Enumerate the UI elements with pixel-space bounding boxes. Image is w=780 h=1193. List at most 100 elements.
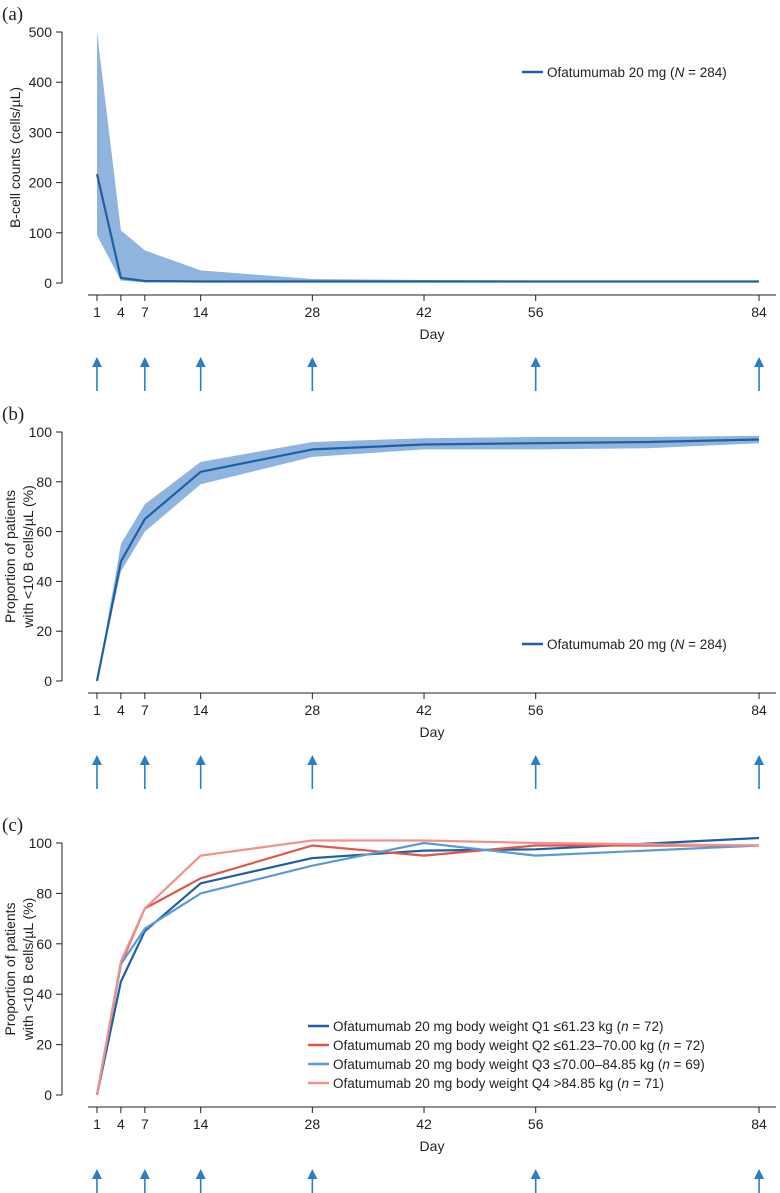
dose-arrow-icon [91, 755, 102, 789]
legend-label-suffix: = 72) [670, 1038, 705, 1053]
series-line-1 [95, 173, 759, 283]
panel-b: (b) 0 20 40 60 80 100 Proportion of patients wit… [2, 404, 776, 789]
y-axis-label: B-cell counts (cells/µL) [7, 87, 23, 228]
confidence-band [97, 32, 759, 283]
legend-label: Ofatumumab 20 mg body weight Q1 ≤61.23 k… [333, 1019, 663, 1034]
y-tick-label: 100 [29, 835, 53, 851]
y-tick-label: 60 [36, 936, 52, 952]
legend-label: Ofatumumab 20 mg body weight Q4 >84.85 k… [333, 1076, 664, 1091]
legend-label-italic: n [622, 1076, 630, 1091]
dose-arrow-head [754, 1169, 765, 1179]
y-tick-label: 60 [36, 524, 52, 540]
dose-arrow-icon [307, 357, 318, 391]
x-tick-label: 84 [751, 304, 767, 320]
legend-label-prefix: Ofatumumab 20 mg ( [547, 65, 675, 80]
x-tick-label: 1 [93, 304, 101, 320]
y-tick-label: 20 [36, 623, 52, 639]
panel-label: (c) [2, 815, 23, 836]
legend-label-italic: N [675, 637, 685, 652]
legend-label: Ofatumumab 20 mg body weight Q3 ≤70.00–8… [333, 1057, 705, 1072]
dose-arrow-icon [195, 755, 206, 789]
y-tick-label: 0 [44, 673, 52, 689]
dose-arrow-icon [195, 357, 206, 391]
series-line-3 [95, 841, 760, 1096]
dose-arrow-icon [139, 1169, 150, 1193]
y-tick-label: 0 [44, 275, 52, 291]
panel-a: (a) 0 100 200 300 400 500 B-cell counts (cells/… [2, 4, 776, 391]
y-axis-label: Proportion of patients [2, 490, 18, 623]
x-tick-label: 4 [117, 304, 125, 320]
x-tick-label: 14 [193, 304, 209, 320]
x-tick-label: 28 [305, 702, 321, 718]
y-tick-label: 100 [29, 424, 53, 440]
legend-entry-1: Ofatumumab 20 mg (N = 284) [522, 65, 727, 80]
dose-arrow-head [530, 755, 541, 765]
x-tick-label: 56 [528, 702, 544, 718]
dose-arrow-head [91, 1169, 102, 1179]
dose-arrow-icon [307, 755, 318, 789]
dose-arrow-icon [754, 1169, 765, 1193]
dose-arrow-head [195, 755, 206, 765]
x-tick-label: 42 [416, 1116, 432, 1132]
x-tick-label: 28 [305, 1116, 321, 1132]
x-tick-label: 42 [416, 702, 432, 718]
x-tick-label: 1 [93, 702, 101, 718]
x-axis-label: Day [420, 326, 445, 342]
x-tick-label: 14 [193, 702, 209, 718]
y-tick-label: 500 [29, 24, 53, 40]
legend-label-prefix: Ofatumumab 20 mg body weight Q1 ≤61.23 k… [333, 1019, 622, 1034]
x-tick-label: 1 [93, 1116, 101, 1132]
series-line-1 [95, 836, 760, 1096]
dose-arrow-icon [754, 755, 765, 789]
dose-arrow-head [139, 1169, 150, 1179]
dose-arrow-icon [139, 357, 150, 391]
legend-label-suffix: = 284) [684, 637, 726, 652]
dose-arrow-head [754, 357, 765, 367]
dose-arrow-icon [195, 1169, 206, 1193]
dose-arrow-icon [91, 1169, 102, 1193]
y-tick-label: 80 [36, 474, 52, 490]
legend-label-italic: n [662, 1057, 670, 1072]
y-tick-label: 80 [36, 885, 52, 901]
y-tick-label: 200 [29, 175, 53, 191]
legend-label-prefix: Ofatumumab 20 mg body weight Q2 ≤61.23–7… [333, 1038, 663, 1053]
dose-arrow-icon [91, 357, 102, 391]
series-line-1 [95, 438, 760, 682]
dose-arrow-icon [530, 357, 541, 391]
panel-c: (c) 0 20 40 60 80 100 Proportion of patients wit… [2, 815, 776, 1193]
dose-arrow-icon [307, 1169, 318, 1193]
y-tick-label: 40 [36, 573, 52, 589]
legend-label: Ofatumumab 20 mg (N = 284) [547, 637, 727, 652]
x-tick-label: 4 [117, 702, 125, 718]
legend-entry-1: Ofatumumab 20 mg (N = 284) [522, 637, 727, 652]
dose-arrow-head [195, 357, 206, 367]
x-tick-label: 84 [751, 702, 767, 718]
x-tick-label: 84 [751, 1116, 767, 1132]
legend-label-prefix: Ofatumumab 20 mg ( [547, 637, 675, 652]
legend-label-italic: n [621, 1019, 629, 1034]
dose-arrow-head [530, 357, 541, 367]
legend-entry-4: Ofatumumab 20 mg body weight Q4 >84.85 k… [308, 1076, 664, 1091]
x-tick-label: 56 [528, 1116, 544, 1132]
x-axis-label: Day [420, 1138, 445, 1154]
legend-label: Ofatumumab 20 mg (N = 284) [547, 65, 727, 80]
x-tick-label: 28 [305, 304, 321, 320]
y-tick-label: 400 [29, 74, 53, 90]
legend-label-italic: n [662, 1038, 670, 1053]
y-tick-label: 300 [29, 124, 53, 140]
series-line-4 [95, 839, 760, 1096]
dose-arrow-head [307, 1169, 318, 1179]
dose-arrow-icon [530, 755, 541, 789]
y-tick-label: 20 [36, 1037, 52, 1053]
dose-arrow-head [530, 1169, 541, 1179]
legend-entry-2: Ofatumumab 20 mg body weight Q2 ≤61.23–7… [308, 1038, 705, 1053]
panel-label: (b) [2, 404, 24, 425]
y-axis-label: Proportion of patients [2, 902, 18, 1035]
y-tick-label: 0 [44, 1087, 52, 1103]
x-tick-label: 4 [117, 1116, 125, 1132]
dose-arrow-head [91, 357, 102, 367]
dose-arrow-head [754, 755, 765, 765]
panel-label: (a) [2, 4, 23, 25]
legend-entry-1: Ofatumumab 20 mg body weight Q1 ≤61.23 k… [308, 1019, 663, 1034]
